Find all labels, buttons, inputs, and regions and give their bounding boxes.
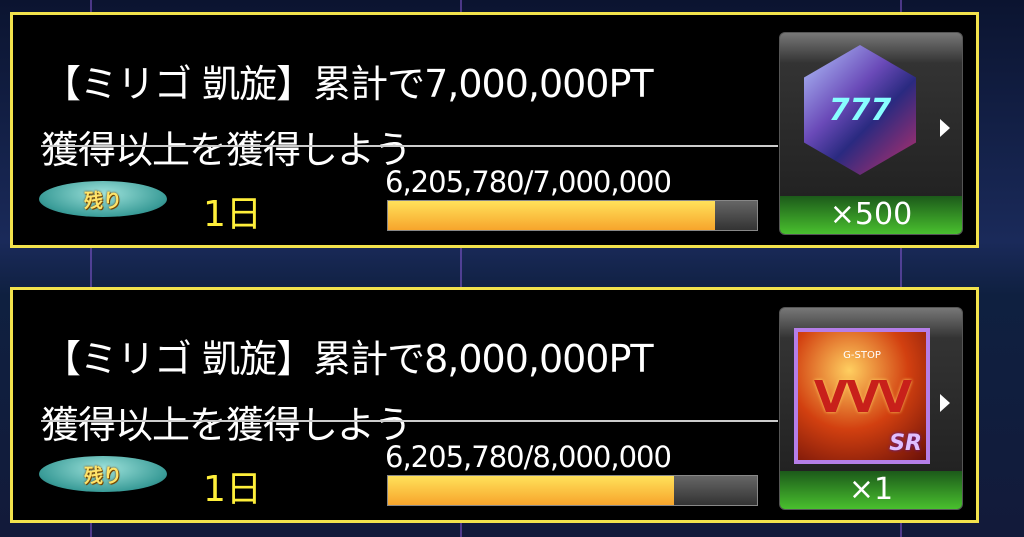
progress-bar [387, 200, 758, 231]
progress-fill [388, 201, 716, 230]
remaining-days: 1日 [203, 469, 262, 510]
strikethrough-line [41, 420, 778, 422]
card-logo-text: G-STOP [843, 350, 881, 361]
reward-button[interactable]: G-STOP VVV SR ×1 [779, 307, 963, 510]
reward-quantity: ×500 [780, 196, 962, 234]
progress-bar [387, 475, 758, 506]
reward-quantity: ×1 [780, 471, 962, 509]
vvv-sr-card-icon: G-STOP VVV SR [794, 328, 930, 464]
mission-title: 【ミリゴ 凱旋】累計で7,000,000PT [43, 62, 654, 106]
mission-title-line2: 獲得以上を獲得しよう [41, 128, 412, 172]
mission-title: 【ミリゴ 凱旋】累計で8,000,000PT [43, 337, 654, 381]
777-gem-icon: 777 [804, 45, 916, 175]
strikethrough-line [41, 145, 778, 147]
progress-text: 6,205,780/7,000,000 [385, 165, 672, 199]
chevron-right-icon [940, 394, 950, 412]
remaining-days: 1日 [203, 194, 262, 235]
reward-button[interactable]: 777 ×500 [779, 32, 963, 235]
rarity-badge: SR [889, 431, 922, 456]
progress-text: 6,205,780/8,000,000 [385, 440, 672, 474]
remaining-badge: 残り [39, 181, 167, 217]
chevron-right-icon [940, 119, 950, 137]
progress-fill [388, 476, 675, 505]
card-title-text: VVV [813, 372, 912, 423]
mission-title-line2: 獲得以上を獲得しよう [41, 403, 412, 447]
mission-card: 【ミリゴ 凱旋】累計で8,000,000PT 獲得以上を獲得しよう 残り 1日 … [10, 287, 979, 523]
remaining-badge: 残り [39, 456, 167, 492]
mission-card: 【ミリゴ 凱旋】累計で7,000,000PT 獲得以上を獲得しよう 残り 1日 … [10, 12, 979, 248]
